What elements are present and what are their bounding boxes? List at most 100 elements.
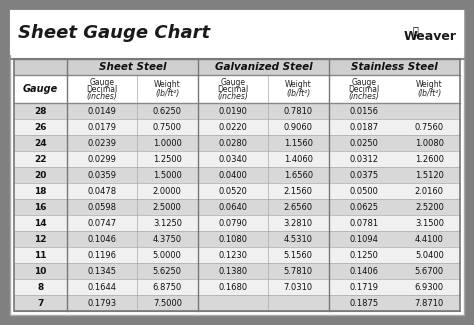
- Text: 22: 22: [34, 154, 47, 163]
- Text: 6.8750: 6.8750: [153, 282, 182, 292]
- Bar: [14, 183, 460, 199]
- Text: 3.2810: 3.2810: [284, 218, 313, 227]
- Text: 0.0187: 0.0187: [349, 123, 378, 132]
- Text: 0.0375: 0.0375: [349, 171, 378, 179]
- Text: 28: 28: [34, 107, 47, 115]
- Bar: [10, 10, 464, 55]
- Text: 0.0149: 0.0149: [87, 107, 116, 115]
- Bar: [14, 247, 460, 263]
- Text: 0.0478: 0.0478: [87, 187, 117, 196]
- Bar: [14, 263, 460, 279]
- Bar: [14, 279, 460, 295]
- Text: 7.5000: 7.5000: [153, 298, 182, 307]
- Text: 🚛: 🚛: [412, 25, 418, 35]
- Bar: [14, 135, 460, 151]
- Text: 0.0156: 0.0156: [349, 107, 378, 115]
- Text: 5.6700: 5.6700: [415, 266, 444, 276]
- Text: 0.1345: 0.1345: [87, 266, 116, 276]
- Text: 16: 16: [34, 202, 47, 212]
- Text: 3.1250: 3.1250: [153, 218, 182, 227]
- Text: 0.0220: 0.0220: [219, 123, 247, 132]
- Text: (inches): (inches): [348, 92, 379, 101]
- Text: 0.6250: 0.6250: [153, 107, 182, 115]
- Text: 0.0340: 0.0340: [219, 154, 247, 163]
- Text: (inches): (inches): [86, 92, 117, 101]
- Text: 0.0190: 0.0190: [219, 107, 247, 115]
- Text: 2.1560: 2.1560: [284, 187, 313, 196]
- Bar: [14, 151, 460, 167]
- Text: 8: 8: [37, 282, 44, 292]
- Text: 5.1560: 5.1560: [284, 251, 313, 259]
- Text: (lb/ft²): (lb/ft²): [155, 89, 180, 98]
- Text: 0.0781: 0.0781: [349, 218, 378, 227]
- Text: Weight: Weight: [154, 80, 181, 89]
- Text: 1.2500: 1.2500: [153, 154, 182, 163]
- Text: (inches): (inches): [218, 92, 248, 101]
- Text: 2.0000: 2.0000: [153, 187, 182, 196]
- Text: 4.3750: 4.3750: [153, 235, 182, 243]
- Text: 3.1500: 3.1500: [415, 218, 444, 227]
- Text: 0.1406: 0.1406: [349, 266, 378, 276]
- Text: 0.0400: 0.0400: [219, 171, 247, 179]
- Text: 0.1875: 0.1875: [349, 298, 378, 307]
- Text: 0.1250: 0.1250: [349, 251, 378, 259]
- Text: Stainless Steel: Stainless Steel: [351, 62, 438, 72]
- Text: 0.0239: 0.0239: [87, 138, 116, 148]
- Text: 0.1046: 0.1046: [87, 235, 116, 243]
- Text: Gauge: Gauge: [23, 84, 58, 94]
- Text: 5.6250: 5.6250: [153, 266, 182, 276]
- Text: 2.5200: 2.5200: [415, 202, 444, 212]
- Text: 0.7810: 0.7810: [284, 107, 313, 115]
- Text: 0.0299: 0.0299: [87, 154, 116, 163]
- Text: 0.1196: 0.1196: [87, 251, 116, 259]
- Bar: [14, 75, 460, 103]
- Bar: [14, 119, 460, 135]
- Text: 0.0280: 0.0280: [219, 138, 247, 148]
- Text: Weight: Weight: [285, 80, 312, 89]
- Bar: [14, 215, 460, 231]
- Text: 0.1644: 0.1644: [87, 282, 116, 292]
- Text: Weaver: Weaver: [403, 30, 456, 43]
- Text: 0.0500: 0.0500: [349, 187, 378, 196]
- Text: 4.4100: 4.4100: [415, 235, 444, 243]
- Text: 10: 10: [34, 266, 46, 276]
- Bar: [14, 59, 460, 75]
- Bar: [14, 295, 460, 311]
- Text: 0.0250: 0.0250: [349, 138, 378, 148]
- Text: Sheet Gauge Chart: Sheet Gauge Chart: [18, 23, 210, 42]
- Text: (lb/ft²): (lb/ft²): [286, 89, 310, 98]
- Text: 0.1719: 0.1719: [349, 282, 378, 292]
- Text: Decimal: Decimal: [86, 85, 118, 94]
- Text: 1.4060: 1.4060: [284, 154, 313, 163]
- Text: 1.5120: 1.5120: [415, 171, 444, 179]
- Text: 0.0179: 0.0179: [87, 123, 116, 132]
- Text: 0.0312: 0.0312: [349, 154, 378, 163]
- Text: 0.1080: 0.1080: [219, 235, 247, 243]
- Text: 4.5310: 4.5310: [284, 235, 313, 243]
- Bar: [14, 199, 460, 215]
- Text: 0.7560: 0.7560: [415, 123, 444, 132]
- Text: Galvanized Steel: Galvanized Steel: [215, 62, 312, 72]
- Text: 7.8710: 7.8710: [415, 298, 444, 307]
- Text: 0.0520: 0.0520: [219, 187, 247, 196]
- Text: 0.0598: 0.0598: [87, 202, 116, 212]
- Text: 5.7810: 5.7810: [284, 266, 313, 276]
- Text: 1.2600: 1.2600: [415, 154, 444, 163]
- Bar: [14, 59, 460, 311]
- Text: 0.0790: 0.0790: [219, 218, 247, 227]
- Text: 0.0640: 0.0640: [219, 202, 247, 212]
- Text: 20: 20: [34, 171, 46, 179]
- Text: 1.1560: 1.1560: [284, 138, 313, 148]
- Bar: [14, 231, 460, 247]
- Text: 0.1793: 0.1793: [87, 298, 117, 307]
- Text: 6.9300: 6.9300: [415, 282, 444, 292]
- Text: 0.0625: 0.0625: [349, 202, 378, 212]
- Bar: [14, 103, 460, 119]
- Text: Gauge: Gauge: [351, 78, 376, 87]
- Text: Weight: Weight: [416, 80, 443, 89]
- Text: 2.0160: 2.0160: [415, 187, 444, 196]
- Text: 2.5000: 2.5000: [153, 202, 182, 212]
- Text: 18: 18: [34, 187, 47, 196]
- Text: 0.1094: 0.1094: [349, 235, 378, 243]
- Text: (lb/ft²): (lb/ft²): [417, 89, 441, 98]
